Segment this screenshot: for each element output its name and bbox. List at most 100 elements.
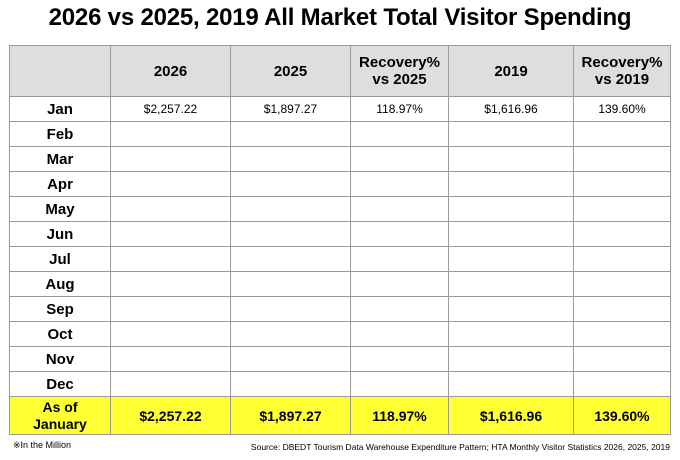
cell-recovery-2025 bbox=[350, 196, 449, 222]
cell-recovery-2025 bbox=[350, 371, 449, 397]
table-row-feb: Feb bbox=[9, 121, 671, 147]
cell-recovery-2025: 118.97% bbox=[350, 96, 449, 122]
month-label: Feb bbox=[9, 121, 111, 147]
cell-2026 bbox=[110, 371, 231, 397]
month-label: Mar bbox=[9, 146, 111, 172]
table-row-nov: Nov bbox=[9, 346, 671, 372]
cell-2026 bbox=[110, 296, 231, 322]
table-row-jul: Jul bbox=[9, 246, 671, 272]
month-label: Apr bbox=[9, 171, 111, 197]
cell-recovery-2019 bbox=[573, 246, 671, 272]
header-2025: 2025 bbox=[230, 45, 351, 97]
cell-recovery-2025 bbox=[350, 346, 449, 372]
header-recovery-vs-2019-line2: vs 2019 bbox=[594, 71, 650, 88]
cell-2026 bbox=[110, 221, 231, 247]
cell-2019: $1,616.96 bbox=[448, 96, 574, 122]
source-citation: Source: DBEDT Tourism Data Warehouse Exp… bbox=[250, 442, 670, 452]
cell-recovery-2019 bbox=[573, 346, 671, 372]
total-recovery-2025: 118.97% bbox=[350, 396, 449, 435]
cell-recovery-2025 bbox=[350, 146, 449, 172]
table-row-may: May bbox=[9, 196, 671, 222]
cell-2025 bbox=[230, 121, 351, 147]
month-label: Jul bbox=[9, 246, 111, 272]
cell-2026 bbox=[110, 121, 231, 147]
table-row-dec: Dec bbox=[9, 371, 671, 397]
cell-2026 bbox=[110, 196, 231, 222]
cell-2025 bbox=[230, 221, 351, 247]
cell-2019 bbox=[448, 346, 574, 372]
cell-2025 bbox=[230, 296, 351, 322]
cell-2025 bbox=[230, 321, 351, 347]
page-title: 2026 vs 2025, 2019 All Market Total Visi… bbox=[48, 4, 632, 31]
month-label: Nov bbox=[9, 346, 111, 372]
header-corner-cell bbox=[9, 45, 111, 97]
total-2026: $2,257.22 bbox=[110, 396, 231, 435]
cell-2026: $2,257.22 bbox=[110, 96, 231, 122]
total-2025: $1,897.27 bbox=[230, 396, 351, 435]
header-recovery-vs-2019: Recovery% vs 2019 bbox=[573, 45, 671, 97]
table-row-sep: Sep bbox=[9, 296, 671, 322]
cell-2026 bbox=[110, 246, 231, 272]
table-row-oct: Oct bbox=[9, 321, 671, 347]
cell-recovery-2019 bbox=[573, 196, 671, 222]
header-recovery-vs-2025: Recovery% vs 2025 bbox=[350, 45, 449, 97]
cell-recovery-2025 bbox=[350, 171, 449, 197]
table-row-total: As of January $2,257.22 $1,897.27 118.97… bbox=[9, 396, 671, 435]
cell-2025 bbox=[230, 196, 351, 222]
cell-2025 bbox=[230, 171, 351, 197]
cell-recovery-2019 bbox=[573, 146, 671, 172]
table-row-jan: Jan $2,257.22 $1,897.27 118.97% $1,616.9… bbox=[9, 96, 671, 122]
header-2026: 2026 bbox=[110, 45, 231, 97]
cell-2026 bbox=[110, 146, 231, 172]
cell-recovery-2019: 139.60% bbox=[573, 96, 671, 122]
cell-2026 bbox=[110, 171, 231, 197]
cell-2026 bbox=[110, 346, 231, 372]
cell-2019 bbox=[448, 371, 574, 397]
cell-2019 bbox=[448, 246, 574, 272]
cell-recovery-2025 bbox=[350, 296, 449, 322]
header-recovery-vs-2019-line1: Recovery% bbox=[581, 54, 663, 71]
cell-recovery-2025 bbox=[350, 321, 449, 347]
month-label: Jan bbox=[9, 96, 111, 122]
cell-recovery-2019 bbox=[573, 171, 671, 197]
month-label: Dec bbox=[9, 371, 111, 397]
cell-2019 bbox=[448, 321, 574, 347]
cell-2025 bbox=[230, 271, 351, 297]
month-label: May bbox=[9, 196, 111, 222]
cell-recovery-2019 bbox=[573, 321, 671, 347]
header-recovery-vs-2025-line2: vs 2025 bbox=[372, 71, 427, 88]
cell-2019 bbox=[448, 171, 574, 197]
cell-recovery-2019 bbox=[573, 221, 671, 247]
cell-recovery-2025 bbox=[350, 271, 449, 297]
cell-2025: $1,897.27 bbox=[230, 96, 351, 122]
total-label-line2: January bbox=[33, 415, 87, 432]
cell-2025 bbox=[230, 371, 351, 397]
cell-recovery-2019 bbox=[573, 371, 671, 397]
total-label-line1: As of bbox=[42, 398, 78, 415]
cell-recovery-2025 bbox=[350, 221, 449, 247]
total-2019: $1,616.96 bbox=[448, 396, 574, 435]
cell-2025 bbox=[230, 146, 351, 172]
cell-2019 bbox=[448, 196, 574, 222]
cell-2026 bbox=[110, 271, 231, 297]
header-2019: 2019 bbox=[448, 45, 574, 97]
cell-2025 bbox=[230, 246, 351, 272]
table-row-apr: Apr bbox=[9, 171, 671, 197]
spending-table: 2026 2025 Recovery% vs 2025 2019 Recover… bbox=[9, 45, 671, 435]
cell-2019 bbox=[448, 221, 574, 247]
month-label: Jun bbox=[9, 221, 111, 247]
cell-recovery-2019 bbox=[573, 271, 671, 297]
month-label: Aug bbox=[9, 271, 111, 297]
header-recovery-vs-2025-line1: Recovery% bbox=[359, 54, 440, 71]
cell-recovery-2019 bbox=[573, 296, 671, 322]
month-label: Sep bbox=[9, 296, 111, 322]
table-row-jun: Jun bbox=[9, 221, 671, 247]
cell-2019 bbox=[448, 296, 574, 322]
cell-recovery-2025 bbox=[350, 121, 449, 147]
total-label: As of January bbox=[9, 396, 111, 435]
cell-2026 bbox=[110, 321, 231, 347]
cell-recovery-2019 bbox=[573, 121, 671, 147]
table-header-row: 2026 2025 Recovery% vs 2025 2019 Recover… bbox=[9, 45, 671, 97]
table-row-aug: Aug bbox=[9, 271, 671, 297]
month-label: Oct bbox=[9, 321, 111, 347]
